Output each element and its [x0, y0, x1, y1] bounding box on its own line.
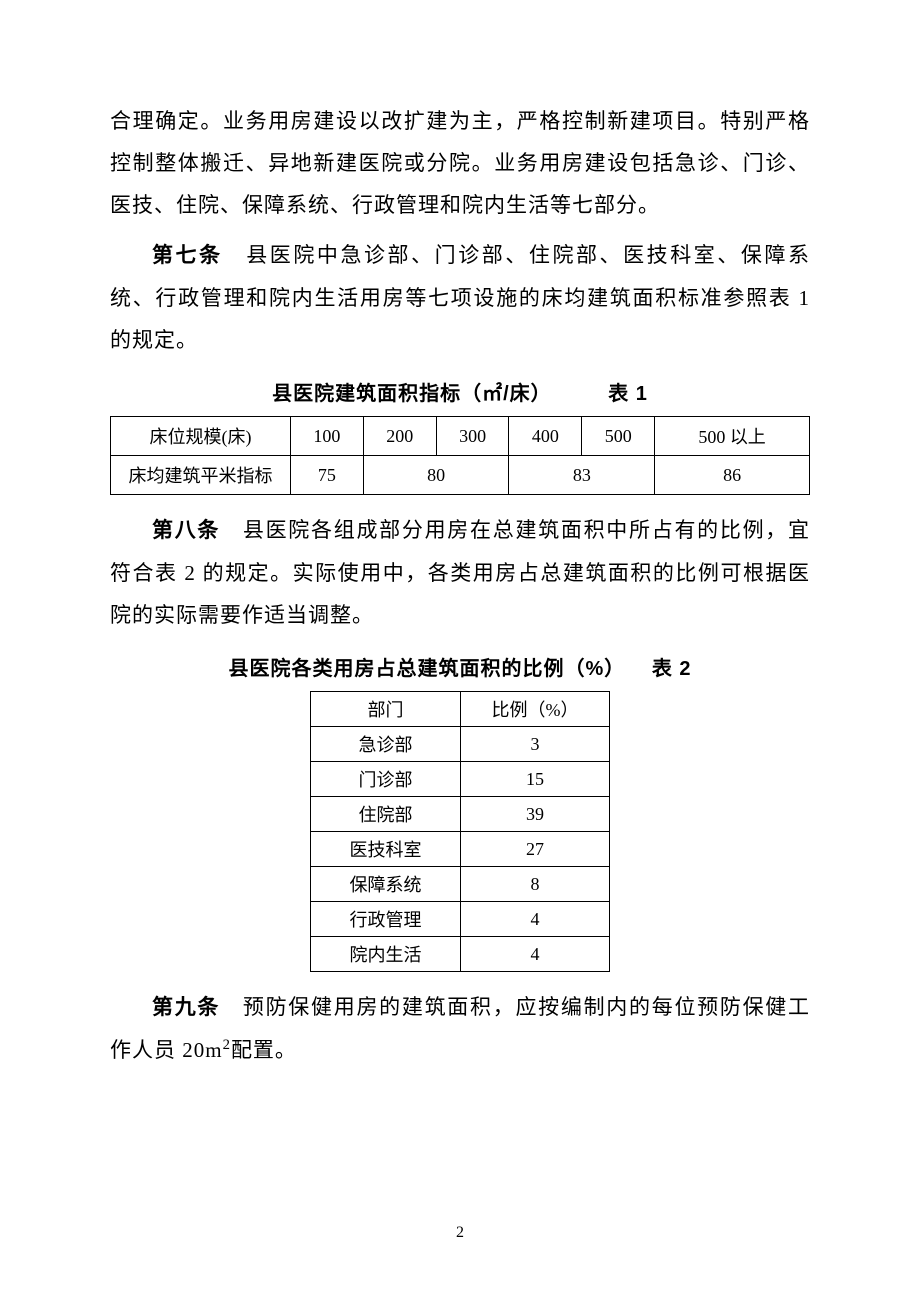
- table1-header-cell: 床位规模(床): [111, 417, 291, 456]
- article-9-body-b: 配置。: [231, 1038, 297, 1062]
- article-9: 第九条 预防保健用房的建筑面积，应按编制内的每位预防保健工作人员 20m2配置。: [110, 986, 810, 1071]
- superscript-2: 2: [223, 1037, 231, 1053]
- table1-data-cell: 86: [655, 456, 810, 495]
- table2-cell: 院内生活: [311, 937, 461, 972]
- table2-header-row: 部门比例（%）: [311, 692, 610, 727]
- table2-row: 保障系统8: [311, 867, 610, 902]
- table1-data-cell: 83: [509, 456, 655, 495]
- table2-cell: 4: [461, 937, 610, 972]
- table1-header-cell: 300: [436, 417, 509, 456]
- table2-row: 医技科室27: [311, 832, 610, 867]
- table2-row: 门诊部15: [311, 762, 610, 797]
- table2-cell: 行政管理: [311, 902, 461, 937]
- table2-cell: 4: [461, 902, 610, 937]
- table2-cell: 15: [461, 762, 610, 797]
- table1-row-label: 床均建筑平米指标: [111, 456, 291, 495]
- table1-data-cell: 80: [363, 456, 509, 495]
- table2-title-text: 县医院各类用房占总建筑面积的比例（%）: [228, 658, 625, 680]
- table1-header-cell: 400: [509, 417, 582, 456]
- table2-label: 表 2: [652, 652, 692, 681]
- table2-cell: 39: [461, 797, 610, 832]
- article-8-label: 第八条: [152, 519, 220, 542]
- table1-header-cell: 100: [291, 417, 364, 456]
- table2-cell: 急诊部: [311, 727, 461, 762]
- table1-title-text: 县医院建筑面积指标（㎡/床）: [272, 383, 552, 405]
- table2-cell: 住院部: [311, 797, 461, 832]
- table2-row: 院内生活4: [311, 937, 610, 972]
- paragraph-1: 合理确定。业务用房建设以改扩建为主，严格控制新建项目。特别严格控制整体搬迁、异地…: [110, 100, 810, 226]
- page-number: 2: [0, 1224, 920, 1242]
- table2-cell: 医技科室: [311, 832, 461, 867]
- table2-row: 住院部39: [311, 797, 610, 832]
- table1-header-cell: 500: [582, 417, 655, 456]
- table-1: 床位规模(床)100200300400500500 以上 床均建筑平米指标758…: [110, 416, 810, 495]
- article-8: 第八条 县医院各组成部分用房在总建筑面积中所占有的比例，宜符合表 2 的规定。实…: [110, 509, 810, 636]
- table1-header-cell: 500 以上: [655, 417, 810, 456]
- table1-header-cell: 200: [363, 417, 436, 456]
- article-9-label: 第九条: [152, 996, 220, 1019]
- table1-label: 表 1: [608, 377, 648, 406]
- table2-title: 县医院各类用房占总建筑面积的比例（%） 表 2: [110, 652, 810, 681]
- table1-header-row: 床位规模(床)100200300400500500 以上: [111, 417, 810, 456]
- article-7: 第七条 县医院中急诊部、门诊部、住院部、医技科室、保障系统、行政管理和院内生活用…: [110, 234, 810, 361]
- table2-cell: 保障系统: [311, 867, 461, 902]
- table2-cell: 门诊部: [311, 762, 461, 797]
- table2-cell: 8: [461, 867, 610, 902]
- table2-row: 急诊部3: [311, 727, 610, 762]
- table1-data-cell: 75: [291, 456, 364, 495]
- table2-cell: 27: [461, 832, 610, 867]
- table2-header-cell: 比例（%）: [461, 692, 610, 727]
- table1-data-row: 床均建筑平米指标75808386: [111, 456, 810, 495]
- article-7-label: 第七条: [152, 244, 223, 267]
- table1-title: 县医院建筑面积指标（㎡/床） 表 1: [110, 377, 810, 406]
- table-2: 部门比例（%）急诊部3门诊部15住院部39医技科室27保障系统8行政管理4院内生…: [310, 691, 610, 972]
- table2-row: 行政管理4: [311, 902, 610, 937]
- table2-header-cell: 部门: [311, 692, 461, 727]
- table2-cell: 3: [461, 727, 610, 762]
